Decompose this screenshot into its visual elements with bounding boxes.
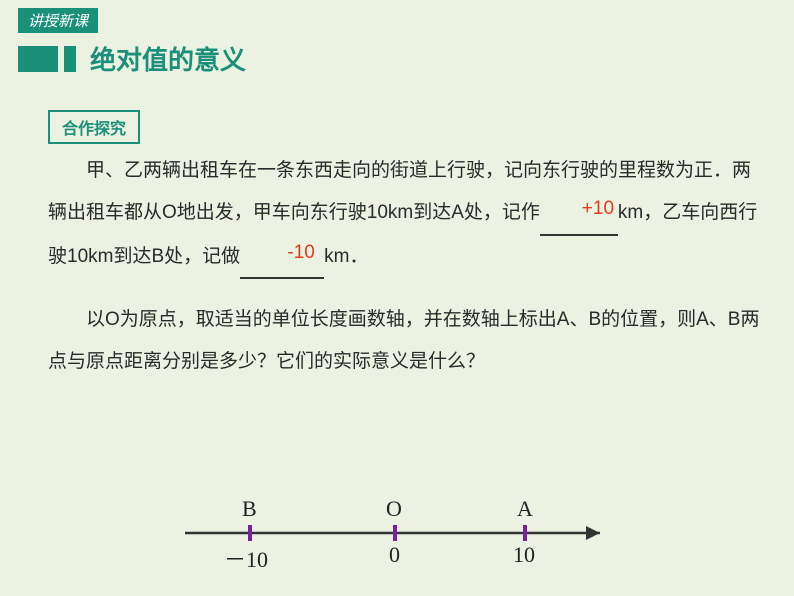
- sub-tag: 合作探究: [48, 110, 140, 144]
- value-10: 10: [513, 542, 535, 568]
- decor-box-small: [64, 46, 76, 72]
- blank-2: -10: [240, 236, 324, 280]
- paragraph-2: 以O为原点，取适当的单位长度画数轴，并在数轴上标出A、B的位置，则A、B两点与原…: [48, 299, 764, 383]
- arrow-head: [586, 526, 600, 540]
- section-heading: 绝对值的意义: [18, 40, 246, 77]
- paragraph-1: 甲、乙两辆出租车在一条东西走向的街道上行驶，记向东行驶的里程数为正．两辆出租车都…: [48, 150, 764, 279]
- label-o: O: [386, 496, 402, 522]
- label-b: B: [242, 496, 257, 522]
- content-area: 甲、乙两辆出租车在一条东西走向的街道上行驶，记向东行驶的里程数为正．两辆出租车都…: [48, 150, 764, 383]
- number-line: B O A －10 0 10: [180, 488, 620, 578]
- section-title: 绝对值的意义: [90, 40, 246, 77]
- blank-2-value: -10: [249, 232, 314, 274]
- value-0: 0: [389, 542, 400, 568]
- blank-1: +10: [540, 192, 618, 236]
- header-tag: 讲授新课: [18, 8, 98, 33]
- decor-box-large: [18, 46, 58, 72]
- label-a: A: [517, 496, 533, 522]
- p1-text-3: km．: [324, 246, 368, 267]
- value-neg10: －10: [224, 542, 268, 574]
- blank-1-value: +10: [540, 188, 618, 230]
